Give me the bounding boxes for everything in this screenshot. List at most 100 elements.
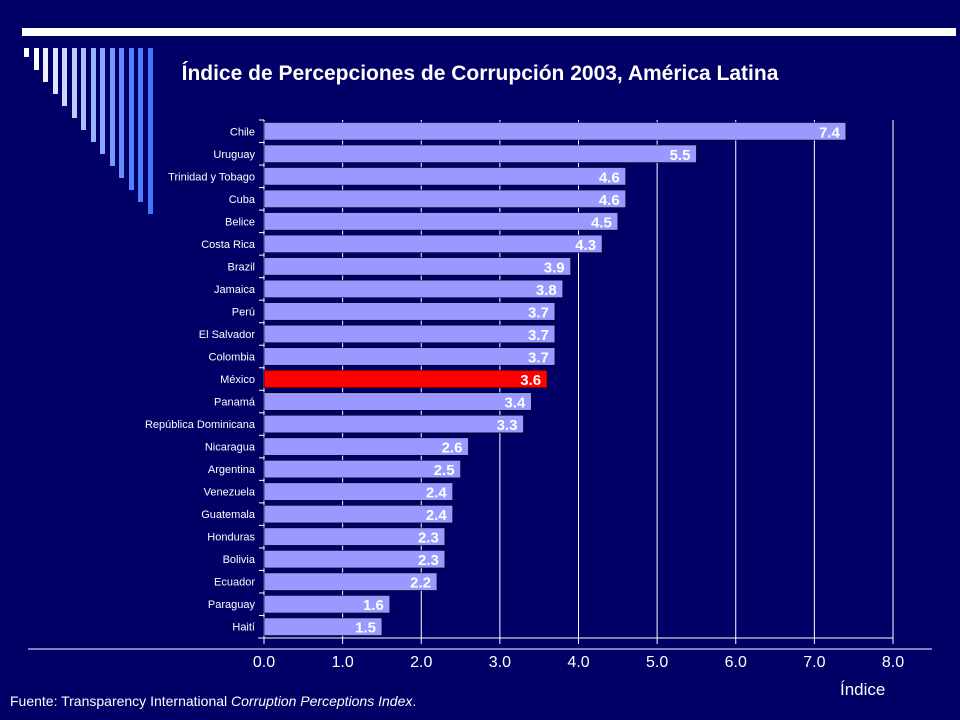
- decorative-stripe: [52, 48, 58, 94]
- category-label: Venezuela: [204, 487, 256, 499]
- category-label: Chile: [230, 126, 255, 138]
- category-label: El Salvador: [199, 329, 256, 341]
- bar: [263, 324, 556, 344]
- data-label: 3.7: [528, 304, 549, 321]
- chart-title: Índice de Percepciones de Corrupción 200…: [181, 62, 779, 85]
- decorative-stripe: [109, 48, 115, 166]
- data-label: 3.7: [528, 349, 549, 366]
- data-label: 3.7: [528, 327, 549, 344]
- data-label: 5.5: [670, 147, 691, 164]
- decorative-stripe: [128, 48, 134, 190]
- data-label: 3.3: [497, 417, 518, 434]
- source-suffix: .: [412, 693, 417, 709]
- bar: [263, 122, 847, 141]
- x-tick-label: 8.0: [882, 654, 904, 671]
- x-tick-label: 5.0: [646, 654, 668, 671]
- bar: [263, 279, 564, 298]
- bar: [263, 347, 556, 366]
- bar: [263, 189, 626, 208]
- category-label: Paraguay: [208, 599, 256, 611]
- data-label: 4.5: [591, 214, 612, 231]
- category-label: Brazil: [227, 261, 255, 273]
- data-label: 4.3: [575, 237, 596, 254]
- bar: [263, 234, 603, 253]
- category-label: Perú: [232, 306, 255, 318]
- source-prefix: Fuente: Transparency International: [10, 693, 232, 709]
- data-label: 4.6: [599, 169, 620, 186]
- decorative-stripe: [100, 48, 105, 154]
- category-label: Cuba: [229, 194, 256, 206]
- category-label: Colombia: [209, 351, 256, 363]
- bar: [263, 437, 469, 456]
- category-label: Belice: [225, 216, 255, 228]
- decorative-stripe: [90, 48, 96, 142]
- data-label: 2.6: [442, 440, 463, 457]
- data-label: 7.4: [819, 124, 841, 141]
- x-tick-label: 0.0: [253, 654, 275, 671]
- data-label: 3.9: [544, 259, 565, 276]
- x-tick-label: 6.0: [725, 654, 747, 671]
- bar: [263, 595, 391, 614]
- decorative-stripe: [81, 48, 86, 130]
- decorative-stripe: [33, 48, 39, 70]
- category-label: Panamá: [214, 397, 256, 409]
- decorative-stripe: [138, 48, 143, 202]
- category-label: Jamaica: [214, 284, 256, 296]
- category-label: Nicaragua: [205, 442, 256, 454]
- decorative-stripe: [71, 48, 77, 118]
- bar: [263, 302, 556, 321]
- bar: [263, 369, 548, 389]
- bar: [263, 617, 383, 636]
- category-label: República Dominicana: [145, 419, 256, 431]
- bar: [263, 257, 571, 276]
- decorative-stripe: [147, 48, 153, 214]
- decorative-stripe: [24, 48, 29, 57]
- bar: [263, 212, 619, 231]
- data-label: 2.5: [434, 462, 455, 479]
- data-label: 4.6: [599, 192, 620, 209]
- category-label: Bolivia: [223, 554, 256, 566]
- bar: [263, 550, 446, 569]
- source-note: Fuente: Transparency International Corru…: [10, 693, 416, 709]
- category-label: Honduras: [207, 532, 255, 544]
- data-label: 3.6: [520, 372, 541, 389]
- data-label: 3.8: [536, 282, 557, 299]
- bar: [263, 572, 438, 591]
- data-label: 2.3: [418, 530, 439, 547]
- category-label: México: [220, 374, 255, 386]
- data-label: 2.4: [426, 507, 448, 524]
- x-tick-label: 1.0: [332, 654, 354, 671]
- data-label: 3.4: [504, 395, 526, 412]
- category-label: Trinidad y Tobago: [168, 171, 255, 183]
- bar: [263, 505, 453, 524]
- top-rule: [22, 28, 956, 36]
- decorative-stripe: [119, 48, 124, 178]
- category-label: Guatemala: [201, 509, 256, 521]
- category-label: Argentina: [208, 464, 256, 476]
- bar: [263, 392, 532, 411]
- bar: [263, 527, 446, 546]
- category-label: Haití: [232, 622, 255, 634]
- data-label: 1.6: [363, 597, 384, 614]
- data-label: 2.4: [426, 485, 448, 502]
- bar: [263, 167, 626, 186]
- category-label: Costa Rica: [201, 239, 256, 251]
- x-tick-label: 4.0: [567, 654, 589, 671]
- x-tick-label: 3.0: [489, 654, 511, 671]
- x-tick-label: 2.0: [410, 654, 432, 671]
- bar: [263, 414, 524, 434]
- x-axis-label: Índice: [840, 680, 886, 699]
- source-title: Corruption Perceptions Index: [231, 693, 413, 709]
- x-tick-label: 7.0: [803, 654, 825, 671]
- data-label: 2.3: [418, 552, 439, 569]
- bar: [263, 144, 697, 163]
- decorative-stripe: [62, 48, 67, 106]
- data-label: 2.2: [410, 575, 431, 592]
- bar: [263, 460, 461, 479]
- category-label: Uruguay: [213, 149, 255, 161]
- data-label: 1.5: [355, 620, 376, 637]
- decorative-stripe: [43, 48, 48, 82]
- bar: [263, 482, 453, 501]
- category-label: Ecuador: [214, 577, 255, 589]
